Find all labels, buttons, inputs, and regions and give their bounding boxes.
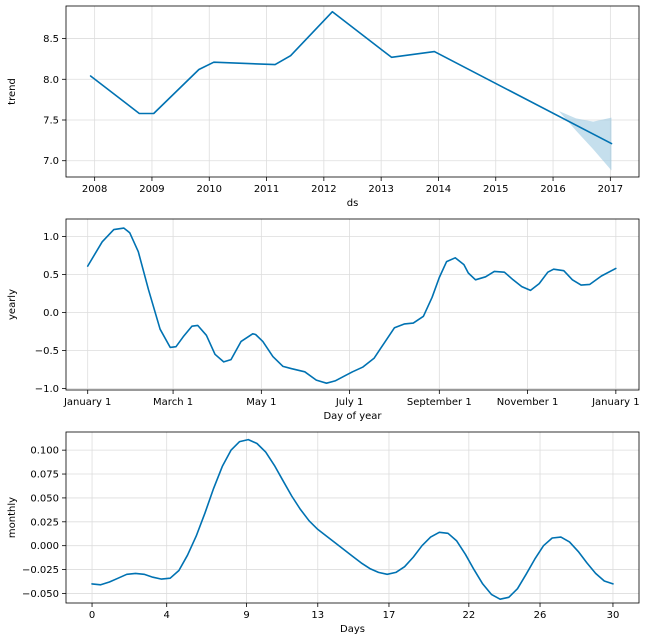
trend-x-tick-label: 2012: [311, 184, 336, 195]
yearly-y-tick-label: 1.0: [43, 232, 59, 243]
yearly-x-tick-label: July 1: [335, 397, 364, 408]
trend-x-tick-label: 2013: [368, 184, 393, 195]
trend-x-tick-label: 2016: [540, 184, 565, 195]
trend-y-axis-label: trend: [7, 78, 18, 105]
yearly-x-tick-label: November 1: [497, 397, 559, 408]
yearly-x-axis-label: Day of year: [323, 411, 382, 422]
monthly-x-axis-label: Days: [340, 624, 365, 635]
monthly-x-tick-label: 13: [311, 610, 324, 621]
trend-axes-frame: [65, 5, 640, 178]
monthly-y-tick-label: 0.050: [30, 493, 59, 504]
yearly-subplot: January 1 March 1 May 1 July 1 September 1 No…: [7, 218, 640, 422]
trend-x-tick-label: 2009: [139, 184, 164, 195]
monthly-axes-frame: [65, 431, 640, 604]
monthly-series-line: [91, 438, 614, 601]
monthly-y-axis-label: monthly: [7, 497, 18, 538]
monthly-x-tick-label: 26: [534, 610, 547, 621]
monthly-x-tick-label: 22: [462, 610, 475, 621]
monthly-y-tick-label: 0.025: [30, 517, 59, 528]
monthly-subplot: 0 4 9 13 17 22 26 30 −0.050 −0.025 0.000 0.025 0.050…: [7, 431, 640, 635]
yearly-axes-frame: [65, 218, 640, 391]
trend-y-tick-label: 8.0: [43, 75, 59, 86]
monthly-x-tick-label: 17: [383, 610, 396, 621]
monthly-y-tick-label: 0.100: [30, 446, 59, 457]
yearly-y-tick-label: −0.5: [35, 346, 59, 357]
monthly-y-tick-label: 0.000: [30, 541, 59, 552]
yearly-x-tick-label: March 1: [153, 397, 193, 408]
trend-y-tick-label: 8.5: [43, 34, 59, 45]
trend-series-line: [89, 10, 613, 145]
yearly-x-tick-label: May 1: [246, 397, 276, 408]
trend-x-tick-label: 2011: [254, 184, 279, 195]
trend-x-tick-label: 2014: [426, 184, 451, 195]
yearly-y-tick-label: −1.0: [35, 384, 59, 395]
yearly-y-tick-label: 0.5: [43, 270, 59, 281]
trend-y-tick-label: 7.0: [43, 156, 59, 167]
trend-x-tick-label: 2015: [483, 184, 508, 195]
yearly-x-tick-label: January 1: [591, 397, 639, 408]
monthly-x-tick-label: 4: [164, 610, 170, 621]
trend-y-tick-label: 7.5: [43, 116, 59, 127]
trend-x-axis-label: ds: [347, 198, 359, 209]
trend-x-tick-label: 2008: [82, 184, 107, 195]
yearly-x-tick-label: September 1: [407, 397, 472, 408]
yearly-y-tick-label: 0.0: [43, 308, 59, 319]
monthly-y-tick-label: −0.050: [22, 589, 59, 600]
monthly-x-tick-label: 30: [607, 610, 620, 621]
yearly-series-line: [86, 227, 617, 385]
monthly-y-tick-label: 0.075: [30, 470, 59, 481]
monthly-x-tick-label: 0: [89, 610, 95, 621]
trend-x-tick-label: 2010: [197, 184, 222, 195]
trend-x-tick-label: 2017: [598, 184, 623, 195]
monthly-y-tick-label: −0.025: [22, 565, 59, 576]
yearly-y-axis-label: yearly: [7, 289, 18, 320]
trend-subplot: 2008 2009 2010 2011 2012 2013 2014 2015 2016 2017…: [7, 5, 640, 209]
monthly-x-tick-label: 9: [243, 610, 249, 621]
trend-uncertainty-band: [558, 111, 612, 171]
yearly-x-tick-label: January 1: [63, 397, 111, 408]
